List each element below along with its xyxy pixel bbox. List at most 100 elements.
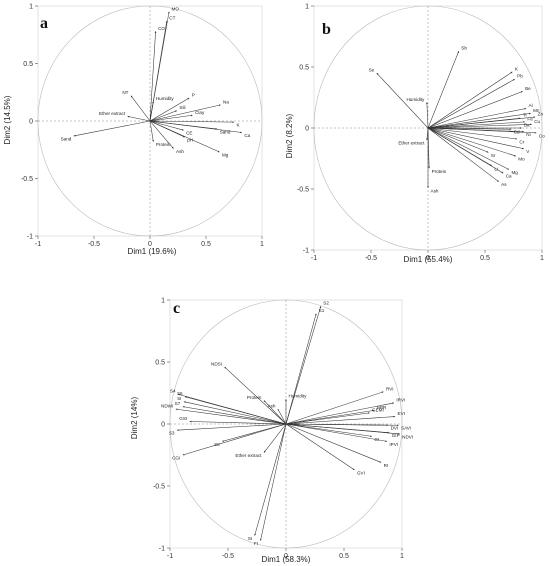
x-tick-label: 0.5 xyxy=(201,241,211,248)
variable-label: Se xyxy=(369,68,375,73)
panel-c-letter: c xyxy=(173,300,180,317)
variable-label: CT xyxy=(169,15,175,20)
variable-label: NDVI xyxy=(402,434,413,439)
variable-label: Mg xyxy=(222,153,229,158)
variable-label: EVI xyxy=(398,411,405,416)
variable-label: Ash xyxy=(431,188,439,193)
variable-label: Protein xyxy=(156,142,171,147)
variable-arrow xyxy=(285,423,400,435)
variable-label: NT xyxy=(122,90,128,95)
variable-label: Ether extract xyxy=(99,111,126,116)
y-tick-label: -1 xyxy=(27,234,33,241)
variable-label: Ba xyxy=(524,123,530,128)
variable-label: CE xyxy=(186,131,192,136)
variable-arrow xyxy=(285,423,382,463)
variable-label: DVI xyxy=(391,426,399,431)
variable-label: Ca xyxy=(244,133,250,138)
variable-arrow xyxy=(184,396,287,425)
x-tick-label: -0.5 xyxy=(88,241,100,248)
panel-a-letter: a xyxy=(40,15,48,32)
variable-arrow xyxy=(182,423,287,456)
variable-arrow xyxy=(285,412,370,425)
x-tick-label: 1 xyxy=(260,241,264,248)
y-tick-label: -0.5 xyxy=(21,176,33,183)
panel-c-plot: -1-1 -0.5 -0.5 0 0 0.5 0.5 1 1 S2 S1 NDSI Protein Hum… xyxy=(153,298,413,561)
variable-arrow xyxy=(285,402,395,425)
variable-label: Sili xyxy=(179,105,185,110)
panel-a: a -1-1 -0.5 -0.5 0 0 0.5 0.5 1 1 MO CT CO NT Humidity… xyxy=(3,4,264,257)
variable-label: Pb xyxy=(517,74,523,79)
variable-label: S1 xyxy=(319,308,325,313)
panel-b-letter: b xyxy=(322,21,331,38)
variable-arrow xyxy=(175,408,287,425)
variable-arrow xyxy=(259,423,287,541)
variable-label: RVI xyxy=(386,386,394,391)
variable-label: S3 xyxy=(169,431,175,436)
variable-label: Co xyxy=(539,133,545,138)
x-tick-label: -0.5 xyxy=(222,553,234,560)
variable-label: Al xyxy=(529,103,533,108)
variable-arrow xyxy=(285,409,375,425)
x-tick-label: 0 xyxy=(284,553,288,560)
y-tick-label: -1 xyxy=(303,248,309,255)
variable-label: Sand xyxy=(61,136,72,141)
variable-label: Protein xyxy=(432,169,447,174)
variable-label: NDSI xyxy=(211,361,222,366)
variable-arrow xyxy=(254,423,287,536)
variable-arrow xyxy=(427,51,460,129)
variable-arrow xyxy=(149,114,193,122)
panel-b-y-axis-title: Dim2 (8.2%) xyxy=(285,113,294,158)
x-tick-label: -0.5 xyxy=(365,255,377,262)
variable-arrow xyxy=(427,127,504,174)
variable-label: Humidity xyxy=(289,394,308,399)
variable-label: Ash xyxy=(176,149,184,154)
variable-arrow xyxy=(427,71,513,129)
variable-label: Mo xyxy=(518,157,525,162)
variable-arrow xyxy=(224,366,287,425)
variable-label: Ash xyxy=(267,404,275,409)
variable-label: CO xyxy=(158,26,165,31)
y-tick-label: 0 xyxy=(305,126,309,133)
variable-arrow xyxy=(149,110,178,122)
variable-label: Na xyxy=(223,99,229,104)
x-tick-label: 0.5 xyxy=(339,553,349,560)
variable-arrow xyxy=(277,408,287,425)
variable-label: Sand xyxy=(220,130,231,135)
x-tick-label: 0.5 xyxy=(480,255,490,262)
panel-c-x-axis-title: Dim1 (58.3%) xyxy=(262,555,311,564)
variable-arrow xyxy=(127,115,151,122)
variable-label: FI xyxy=(254,541,258,546)
variable-label: SI xyxy=(248,536,252,541)
variable-label: pH xyxy=(187,138,193,143)
variable-arrow xyxy=(149,120,184,131)
y-tick-label: 0 xyxy=(29,119,33,126)
variable-label: P xyxy=(192,93,195,98)
variable-label: S8 xyxy=(214,442,220,447)
variable-label: SAVI xyxy=(401,426,411,431)
variable-label: Ether extract xyxy=(398,141,425,146)
variable-arrow xyxy=(149,120,220,153)
variable-label: Sb xyxy=(461,46,467,51)
variable-arrow xyxy=(427,127,516,157)
variable-arrow xyxy=(285,306,322,425)
variable-arrow xyxy=(189,420,287,425)
variable-arrow xyxy=(285,313,317,425)
variable-arrow xyxy=(427,78,515,129)
panel-a-y-axis-title: Dim2 (14.5%) xyxy=(3,95,12,144)
variable-label: Ether extract xyxy=(235,453,262,458)
variable-arrow xyxy=(427,123,532,129)
y-tick-label: 0.5 xyxy=(23,61,33,68)
variable-arrow xyxy=(130,95,151,122)
variable-arrow xyxy=(183,401,287,425)
x-tick-label: -1 xyxy=(35,241,41,248)
variable-label: S2 xyxy=(323,301,329,306)
variable-arrow xyxy=(427,107,527,129)
variable-arrow xyxy=(376,72,429,129)
variable-arrow xyxy=(149,120,235,124)
x-tick-label: 1 xyxy=(540,255,544,262)
x-tick-label: -1 xyxy=(167,553,173,560)
y-tick-label: -0.5 xyxy=(153,484,165,491)
variable-label: As xyxy=(501,182,507,187)
variable-label: Mg xyxy=(511,170,518,175)
variable-arrow xyxy=(149,31,157,122)
